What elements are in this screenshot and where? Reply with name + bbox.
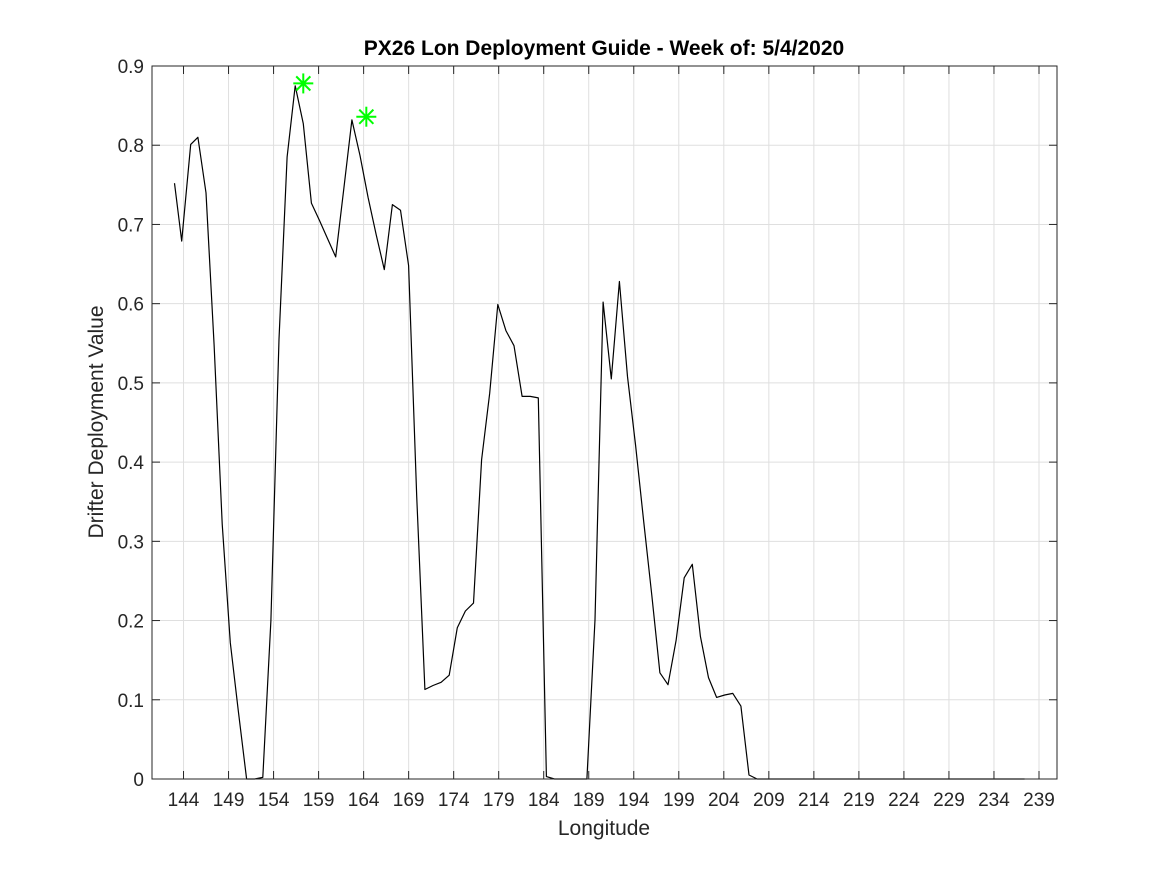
x-tick-label: 209 bbox=[753, 790, 785, 811]
grid-lines bbox=[152, 65, 1057, 780]
x-tick-label: 174 bbox=[438, 790, 470, 811]
x-tick-label: 164 bbox=[348, 790, 380, 811]
y-tick-label: 0.7 bbox=[118, 215, 144, 236]
x-tick-label: 149 bbox=[213, 790, 245, 811]
axis-ticks: 144 149 154 159 164 169 174 179 184 189 194 199 204 2… bbox=[118, 57, 1057, 811]
y-tick-label: 0.2 bbox=[118, 612, 144, 633]
x-tick-label: 234 bbox=[978, 790, 1010, 811]
x-tick-label: 194 bbox=[618, 790, 650, 811]
x-tick-label: 229 bbox=[933, 790, 965, 811]
x-tick-label: 204 bbox=[708, 790, 740, 811]
x-tick-label: 144 bbox=[168, 790, 200, 811]
y-tick-label: 0.9 bbox=[118, 57, 144, 78]
y-tick-label: 0.5 bbox=[118, 374, 144, 395]
x-tick-label: 219 bbox=[843, 790, 875, 811]
y-tick-label: 0.4 bbox=[118, 453, 145, 474]
x-tick-label: 179 bbox=[483, 790, 515, 811]
x-tick-label: 184 bbox=[528, 790, 560, 811]
x-tick-label: 239 bbox=[1023, 790, 1055, 811]
asterisk-marker bbox=[356, 106, 377, 127]
x-axis-title: Longitude bbox=[558, 817, 650, 840]
y-tick-label: 0 bbox=[133, 770, 144, 791]
y-tick-label: 0.8 bbox=[118, 136, 144, 157]
x-tick-label: 214 bbox=[798, 790, 830, 811]
y-tick-label: 0.1 bbox=[118, 691, 144, 712]
y-tick-label: 0.3 bbox=[118, 532, 144, 553]
asterisk-marker bbox=[293, 73, 314, 94]
x-tick-label: 224 bbox=[888, 790, 920, 811]
x-tick-label: 189 bbox=[573, 790, 605, 811]
plot-area bbox=[152, 66, 1057, 779]
y-axis-title: Drifter Deployment Value bbox=[85, 305, 108, 538]
chart-title: PX26 Lon Deployment Guide - Week of: 5/4… bbox=[364, 37, 844, 60]
x-tick-label: 169 bbox=[393, 790, 425, 811]
x-tick-label: 154 bbox=[258, 790, 290, 811]
y-tick-label: 0.6 bbox=[118, 295, 144, 316]
x-tick-label: 199 bbox=[663, 790, 695, 811]
x-tick-label: 159 bbox=[303, 790, 335, 811]
highlight-markers bbox=[293, 73, 377, 127]
axes-box bbox=[151, 65, 1058, 780]
